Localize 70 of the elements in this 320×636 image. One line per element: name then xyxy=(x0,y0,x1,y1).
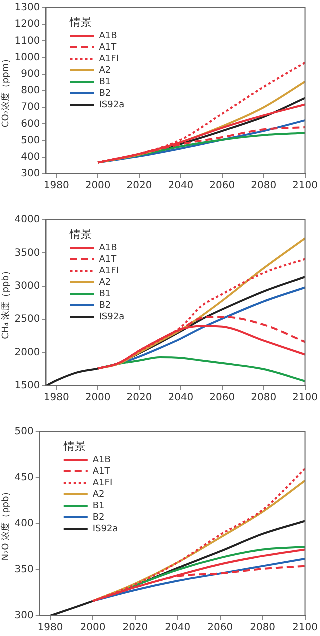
y-tick-label: 900 xyxy=(21,68,40,80)
y-tick-label: 2000 xyxy=(14,347,40,358)
legend-label: A1B xyxy=(99,31,118,42)
legend-label: A1T xyxy=(99,42,118,53)
legend-title: 情景 xyxy=(69,228,92,241)
y-tick-label: 1000 xyxy=(14,52,40,64)
x-tick-label: 2060 xyxy=(210,180,236,192)
x-tick-label: 2100 xyxy=(292,622,318,634)
legend-label: A1FI xyxy=(99,54,119,64)
legend-label: B1 xyxy=(99,289,112,300)
legend-label: IS92a xyxy=(92,524,118,534)
legend-label: A1T xyxy=(92,466,111,477)
legend-label: B2 xyxy=(99,88,112,99)
x-tick-label: 2000 xyxy=(85,180,111,192)
x-tick-label: 2080 xyxy=(250,622,276,634)
legend-label: IS92a xyxy=(99,312,125,322)
x-tick-label: 1980 xyxy=(38,622,64,634)
y-tick-label: 3000 xyxy=(14,280,40,292)
y-tick-label: 400 xyxy=(21,152,40,163)
legend-label: A1FI xyxy=(99,266,119,276)
y-tick-label: 4000 xyxy=(14,214,40,226)
legend-label: A2 xyxy=(99,66,112,76)
x-tick-label: 2000 xyxy=(85,392,111,404)
y-tick-label: 300 xyxy=(14,610,34,622)
y-tick-label: 1300 xyxy=(14,2,40,14)
legend-label: B2 xyxy=(99,300,112,311)
legend-label: B2 xyxy=(92,512,105,523)
y-axis-title: CO₂浓度（ppm） xyxy=(0,54,12,128)
y-tick-label: 1200 xyxy=(14,19,40,30)
x-tick-label: 2020 xyxy=(122,622,148,634)
x-tick-label: 2000 xyxy=(80,622,106,634)
y-tick-label: 500 xyxy=(21,135,40,146)
x-tick-label: 2020 xyxy=(126,392,152,404)
legend-label: B1 xyxy=(92,501,105,512)
legend-label: A2 xyxy=(92,490,105,500)
x-tick-label: 2040 xyxy=(165,622,191,634)
legend-title: 情景 xyxy=(69,16,92,29)
y-tick-label: 500 xyxy=(14,426,34,438)
y-tick-label: 350 xyxy=(14,564,34,576)
y-axis-title: N₂O 浓度（ppb） xyxy=(0,487,12,561)
y-tick-label: 2500 xyxy=(14,314,40,326)
x-tick-label: 2100 xyxy=(292,180,318,192)
y-tick-label: 300 xyxy=(21,168,40,180)
legend-label: A2 xyxy=(99,278,112,288)
legend-label: A1T xyxy=(99,254,118,265)
legend-label: IS92a xyxy=(99,100,125,110)
y-tick-label: 3500 xyxy=(14,248,40,259)
x-tick-label: 2080 xyxy=(251,180,277,192)
legend-title: 情景 xyxy=(62,440,86,453)
y-tick-label: 700 xyxy=(21,102,40,114)
legend-label: A1FI xyxy=(92,478,113,488)
y-tick-label: 1500 xyxy=(14,380,40,392)
legend-label: B1 xyxy=(99,77,112,88)
x-tick-label: 2080 xyxy=(251,392,277,404)
y-tick-label: 600 xyxy=(21,118,40,130)
legend-label: A1B xyxy=(92,455,111,466)
y-tick-label: 400 xyxy=(14,518,34,530)
x-tick-label: 2040 xyxy=(168,392,194,404)
y-tick-label: 800 xyxy=(21,86,40,97)
y-axis-title: CH₄ 浓度（ppb） xyxy=(0,266,12,340)
x-tick-label: 2020 xyxy=(126,180,152,192)
legend-label: A1B xyxy=(99,243,118,254)
x-tick-label: 2040 xyxy=(168,180,194,192)
x-tick-label: 2100 xyxy=(292,392,318,404)
y-tick-label: 450 xyxy=(14,472,34,484)
y-tick-label: 1100 xyxy=(14,36,40,47)
x-tick-label: 2060 xyxy=(210,392,236,404)
x-tick-label: 1980 xyxy=(44,392,70,404)
x-tick-label: 2060 xyxy=(208,622,234,634)
x-tick-label: 1980 xyxy=(44,180,70,192)
